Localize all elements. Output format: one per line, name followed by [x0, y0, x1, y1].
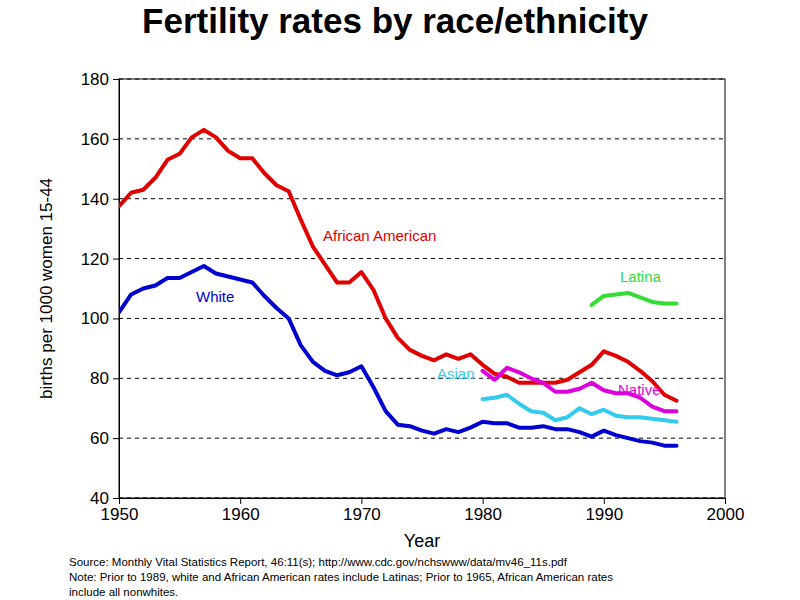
y-axis-title: births per 1000 women 15-44 — [37, 178, 56, 399]
tick-mark — [113, 199, 119, 200]
tick-mark — [113, 378, 119, 379]
grid-line — [119, 258, 725, 259]
tick-label: 2000 — [707, 505, 745, 524]
series-label: Latina — [620, 268, 662, 285]
note: include all nonwhites. — [69, 586, 178, 598]
grid-line — [119, 198, 725, 199]
tick-label: 40 — [90, 489, 109, 508]
grid-line — [119, 378, 725, 379]
series-line — [119, 266, 677, 446]
tick-mark — [113, 79, 119, 80]
tick: 120 — [81, 250, 119, 269]
tick: 1970 — [343, 498, 381, 524]
series-label: Native — [618, 381, 661, 398]
axis-line — [113, 80, 120, 499]
tick-mark — [113, 139, 119, 140]
series-line — [483, 368, 677, 411]
series-label: White — [196, 288, 234, 305]
tick: 140 — [81, 190, 119, 209]
lines — [119, 130, 677, 446]
tick-mark — [113, 259, 119, 260]
chart: Fertility rates by race/ethnicity1950196… — [0, 0, 800, 600]
tick-label: 1970 — [343, 505, 381, 524]
tick: 180 — [81, 70, 119, 89]
tick-mark — [604, 498, 605, 504]
series-label: African American — [323, 227, 436, 244]
series-label: Asian — [437, 365, 475, 382]
tick-mark — [113, 318, 119, 319]
x-axis-title: Year — [404, 531, 440, 551]
tick: 1990 — [585, 498, 623, 524]
tick-label: 60 — [90, 429, 109, 448]
tick: 40 — [90, 489, 119, 508]
note: Source: Monthly Vital Statistics Report,… — [69, 556, 568, 568]
tick-label: 1960 — [222, 505, 260, 524]
tick: 2000 — [707, 498, 745, 524]
tick-label: 80 — [90, 369, 109, 388]
series-line — [592, 293, 677, 305]
tick: 1960 — [222, 498, 260, 524]
tick-label: 180 — [81, 70, 109, 89]
title: Fertility rates by race/ethnicity — [142, 1, 648, 40]
x-axis: 195019601970198019902000 — [101, 498, 745, 524]
series-line — [483, 395, 677, 422]
grid — [119, 79, 725, 498]
tick-label: 1980 — [464, 505, 502, 524]
tick-label: 100 — [81, 309, 109, 328]
grid-line — [119, 138, 725, 139]
tick-label: 120 — [81, 250, 109, 269]
tick-mark — [113, 498, 119, 499]
tick-mark — [113, 438, 119, 439]
grid-line — [119, 318, 725, 319]
plot-frame — [119, 79, 725, 498]
tick-mark — [725, 498, 726, 504]
tick: 100 — [81, 309, 119, 328]
note: Note: Prior to 1989, white and African A… — [69, 571, 613, 583]
tick: 60 — [90, 429, 119, 448]
tick-mark — [361, 498, 362, 504]
tick: 80 — [90, 369, 119, 388]
y-axis: 40 60 80 100 120 140 160 180 — [81, 70, 120, 508]
tick-label: 1990 — [585, 505, 623, 524]
tick-mark — [483, 498, 484, 504]
axis-line — [120, 499, 726, 505]
tick-label: 160 — [81, 130, 109, 149]
tick-mark — [240, 498, 241, 504]
tick: 160 — [81, 130, 119, 149]
tick: 1980 — [464, 498, 502, 524]
tick-label: 140 — [81, 190, 109, 209]
